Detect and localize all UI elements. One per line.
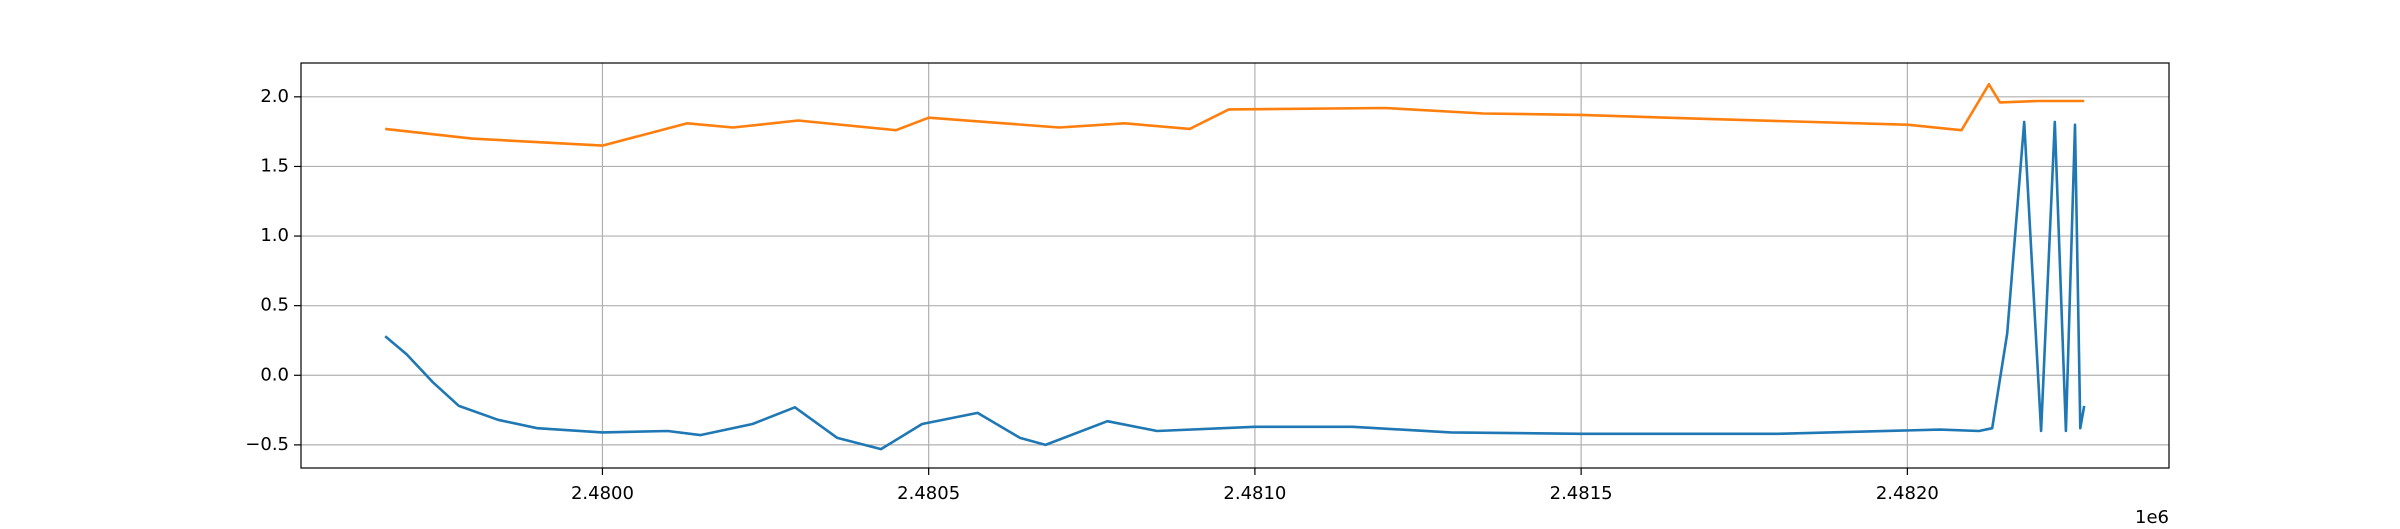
y-tick-label: 1.5 <box>260 155 289 176</box>
data-line <box>385 83 2085 147</box>
x-tick-label: 2.4810 <box>1223 483 1286 504</box>
y-tick-label: 0.0 <box>260 364 289 385</box>
y-tick-label: 1.0 <box>260 225 289 246</box>
plot-frame <box>300 62 2170 469</box>
y-tick-label: 0.5 <box>260 295 289 316</box>
x-tick-label: 2.4805 <box>897 483 960 504</box>
x-offset-label: 1e6 <box>2135 507 2169 525</box>
y-tick-label: 2.0 <box>260 86 289 107</box>
y-tick-label: −0.5 <box>245 434 289 455</box>
data-line <box>384 120 2086 451</box>
x-tick-label: 2.4815 <box>1550 483 1613 504</box>
x-tick-label: 2.4800 <box>571 483 634 504</box>
x-tick-label: 2.4820 <box>1876 483 1939 504</box>
